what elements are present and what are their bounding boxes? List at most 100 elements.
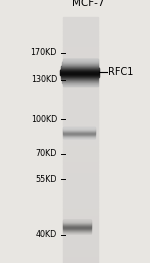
Bar bbox=[63, 28, 98, 29]
Bar bbox=[63, 49, 98, 50]
Bar bbox=[63, 60, 98, 61]
Bar bbox=[63, 206, 98, 208]
Bar bbox=[63, 32, 98, 33]
Bar bbox=[63, 174, 98, 176]
Bar bbox=[63, 166, 98, 167]
Bar bbox=[63, 29, 98, 31]
Bar bbox=[63, 79, 98, 80]
Bar bbox=[63, 17, 98, 18]
Bar bbox=[63, 167, 98, 168]
Bar bbox=[63, 200, 98, 201]
Bar bbox=[63, 170, 98, 171]
Bar bbox=[63, 115, 98, 117]
Bar bbox=[63, 41, 98, 42]
Bar bbox=[63, 149, 98, 150]
Bar bbox=[63, 95, 98, 96]
Bar bbox=[63, 213, 98, 214]
Bar bbox=[63, 238, 98, 240]
Bar bbox=[63, 107, 98, 108]
Bar bbox=[63, 232, 98, 234]
Bar bbox=[63, 195, 98, 197]
Text: 100KD: 100KD bbox=[31, 115, 57, 124]
Bar bbox=[63, 157, 98, 159]
Bar bbox=[63, 69, 98, 70]
Bar bbox=[63, 183, 98, 184]
Bar bbox=[63, 181, 98, 182]
Bar bbox=[63, 127, 98, 128]
Bar bbox=[63, 160, 98, 161]
Bar bbox=[63, 226, 98, 227]
Bar bbox=[63, 247, 98, 248]
Bar bbox=[63, 53, 98, 54]
Bar bbox=[63, 109, 98, 110]
Bar bbox=[63, 237, 98, 238]
Bar bbox=[63, 236, 98, 237]
Bar bbox=[63, 246, 98, 247]
Bar bbox=[63, 85, 98, 86]
Bar bbox=[63, 33, 98, 34]
Bar bbox=[63, 123, 98, 124]
Bar bbox=[63, 103, 98, 104]
Bar bbox=[63, 184, 98, 185]
Bar bbox=[63, 70, 98, 71]
Bar bbox=[63, 19, 98, 21]
Bar bbox=[63, 104, 98, 106]
Bar bbox=[63, 230, 98, 231]
Bar bbox=[63, 71, 98, 72]
Bar bbox=[63, 139, 98, 140]
Bar bbox=[63, 216, 98, 218]
Bar bbox=[63, 101, 98, 102]
Bar bbox=[63, 258, 98, 259]
Bar bbox=[63, 125, 98, 127]
Bar bbox=[63, 133, 98, 134]
Bar bbox=[63, 144, 98, 145]
Bar bbox=[63, 241, 98, 242]
Bar bbox=[63, 143, 98, 144]
Bar bbox=[63, 234, 98, 235]
Bar bbox=[63, 199, 98, 200]
Bar bbox=[63, 54, 98, 55]
Bar bbox=[63, 219, 98, 220]
Bar bbox=[63, 148, 98, 149]
Bar bbox=[63, 58, 98, 59]
Bar bbox=[63, 57, 98, 58]
Bar bbox=[63, 173, 98, 174]
Bar bbox=[63, 190, 98, 192]
Bar bbox=[63, 185, 98, 187]
Bar bbox=[63, 262, 98, 263]
Bar bbox=[63, 114, 98, 115]
Bar bbox=[63, 22, 98, 23]
Bar bbox=[63, 96, 98, 97]
Bar bbox=[63, 27, 98, 28]
Bar bbox=[63, 134, 98, 135]
Bar bbox=[63, 256, 98, 257]
Bar bbox=[63, 201, 98, 203]
Bar bbox=[63, 128, 98, 129]
Bar bbox=[63, 187, 98, 188]
Bar bbox=[63, 253, 98, 254]
Bar bbox=[63, 248, 98, 250]
Bar bbox=[63, 163, 98, 165]
Bar bbox=[63, 218, 98, 219]
Bar bbox=[63, 243, 98, 245]
Bar bbox=[63, 172, 98, 173]
Bar bbox=[63, 250, 98, 251]
Bar bbox=[63, 129, 98, 130]
Bar bbox=[63, 31, 98, 32]
Text: 55KD: 55KD bbox=[36, 175, 57, 184]
Bar bbox=[63, 156, 98, 157]
Bar bbox=[63, 26, 98, 27]
Bar bbox=[63, 165, 98, 166]
Text: 70KD: 70KD bbox=[36, 149, 57, 158]
Bar bbox=[63, 34, 98, 36]
Bar bbox=[63, 65, 98, 66]
Bar bbox=[63, 43, 98, 44]
Bar bbox=[63, 82, 98, 83]
Bar bbox=[63, 261, 98, 262]
Bar bbox=[63, 118, 98, 119]
Bar bbox=[63, 93, 98, 95]
Bar bbox=[63, 141, 98, 143]
Bar bbox=[63, 37, 98, 38]
Bar bbox=[63, 86, 98, 87]
Bar bbox=[63, 47, 98, 48]
